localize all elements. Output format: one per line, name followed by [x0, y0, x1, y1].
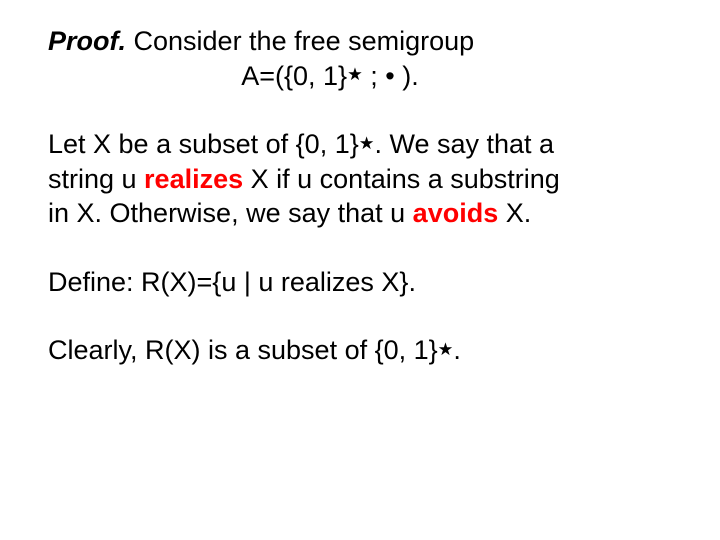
- p2-l3-post: X.: [498, 198, 531, 228]
- star-icon: ★: [359, 133, 375, 153]
- p3-text: Define: R(X)={u | u realizes X}.: [48, 267, 416, 297]
- paragraph-3: Define: R(X)={u | u realizes X}.: [48, 265, 672, 300]
- p2-l1-pre: Let X be a subset of {0, 1}: [48, 129, 359, 159]
- p2-l1-post: . We say that a: [374, 129, 554, 159]
- p4-post: .: [453, 335, 461, 365]
- realizes-word: realizes: [144, 164, 243, 194]
- p4-pre: Clearly, R(X) is a subset of {0, 1}: [48, 335, 438, 365]
- paragraph-2: Let X be a subset of {0, 1}★. We say tha…: [48, 127, 672, 231]
- p1-line2-post: ; • ).: [363, 61, 419, 91]
- p2-l3-pre: in X. Otherwise, we say that u: [48, 198, 413, 228]
- p1-line1-rest: Consider the free semigroup: [126, 26, 474, 56]
- proof-label: Proof.: [48, 26, 126, 56]
- p1-line2-pre: A=({0, 1}: [241, 61, 347, 91]
- avoids-word: avoids: [413, 198, 499, 228]
- star-icon: ★: [347, 64, 363, 84]
- star-icon: ★: [438, 339, 454, 359]
- paragraph-1: Proof. Consider the free semigroup A=({0…: [48, 24, 672, 93]
- p2-l2-pre: string u: [48, 164, 144, 194]
- slide: Proof. Consider the free semigroup A=({0…: [0, 0, 720, 392]
- p2-l2-post: X if u contains a substring: [243, 164, 560, 194]
- p1-line2: A=({0, 1}★ ; • ).: [48, 59, 672, 94]
- paragraph-4: Clearly, R(X) is a subset of {0, 1}★.: [48, 333, 672, 368]
